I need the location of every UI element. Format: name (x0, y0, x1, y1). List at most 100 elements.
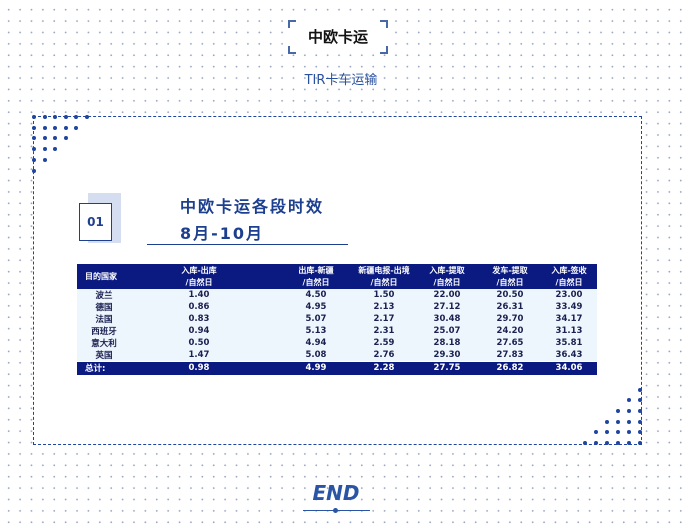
decor-dot (74, 115, 78, 119)
column-header: 发车-提取 (492, 265, 528, 275)
cell-value: 0.94 (188, 326, 210, 336)
column-header: 入库-出库 (181, 265, 217, 275)
column-header: /自然日 (433, 278, 461, 288)
cell-value: 4.95 (305, 302, 327, 312)
cell-value: 27.65 (496, 338, 524, 348)
decor-dot (63, 115, 68, 119)
column-header: /自然日 (555, 278, 583, 288)
column-header: /自然日 (302, 278, 330, 288)
end-label: END (312, 481, 360, 505)
cell-value: 31.13 (555, 326, 583, 336)
cell-value: 24.20 (496, 326, 524, 336)
header-subtitle: TIR卡车运输 (304, 73, 378, 88)
total-value: 2.28 (353, 361, 415, 375)
section-number: 01 (79, 203, 112, 241)
decor-dot (42, 147, 47, 152)
decor-dot (32, 157, 36, 162)
cell-value: 2.31 (373, 326, 395, 336)
decor-dot (63, 125, 68, 130)
total-value: 4.99 (279, 361, 353, 375)
cell-value: 28.18 (433, 338, 461, 348)
cell-value: 5.07 (305, 314, 327, 324)
decor-dot (42, 125, 47, 130)
cell-value: 29.30 (433, 350, 461, 360)
cell-value: 0.50 (188, 338, 210, 348)
total-value: 26.82 (479, 361, 541, 375)
decor-dot (32, 136, 36, 141)
decor-dot (32, 168, 36, 173)
table-row: 英国 1.47 5.08 2.76 29.30 27.83 36.43 (77, 349, 597, 362)
cell-value: 2.13 (373, 302, 395, 312)
decor-dot (627, 430, 631, 435)
cell-value: 22.00 (433, 290, 461, 300)
column-header: /自然日 (185, 278, 213, 288)
decor-dot (32, 147, 36, 152)
cell-country: 意大利 (91, 339, 117, 349)
cell-value: 25.07 (433, 326, 461, 336)
decor-dot (42, 157, 47, 162)
decor-dot (627, 408, 631, 413)
decor-dot (605, 430, 609, 435)
cell-value: 23.00 (555, 290, 583, 300)
cell-country: 波兰 (95, 291, 113, 301)
decor-dot (638, 441, 642, 445)
decor-dot (42, 136, 47, 141)
cell-value: 5.08 (305, 350, 327, 360)
table-row: 西班牙 0.94 5.13 2.31 25.07 24.20 31.13 (77, 325, 597, 337)
decor-dot (616, 430, 620, 435)
table-row: 意大利 0.50 4.94 2.59 28.18 27.65 35.81 (77, 337, 597, 349)
cell-value: 2.76 (373, 350, 395, 360)
column-header: 新疆电报-出境 (358, 265, 410, 275)
column-header: 入库-提取 (429, 265, 465, 275)
decor-dot (616, 408, 620, 413)
decor-dot (616, 419, 620, 424)
section-title: 中欧卡运各段时效 (180, 197, 325, 216)
cell-value: 1.40 (188, 290, 210, 300)
cell-value: 29.70 (496, 314, 524, 324)
cell-value: 2.17 (373, 314, 395, 324)
column-header: 出库-新疆 (298, 265, 334, 275)
title-underline (147, 244, 348, 245)
decor-dot (53, 147, 57, 152)
total-label: 总计: (77, 361, 119, 375)
cell-value: 1.50 (373, 290, 395, 300)
decor-dot (74, 125, 78, 130)
table-header-row: /自然日/自然日/自然日/自然日/自然日/自然日 (77, 276, 597, 289)
header-title: 中欧卡运 (307, 28, 368, 46)
decor-dot (638, 419, 642, 424)
cell-value: 5.13 (305, 326, 327, 336)
decor-dot (32, 125, 36, 130)
decor-dot (583, 441, 587, 445)
decor-dot (605, 419, 609, 424)
decor-dot (53, 136, 57, 141)
column-header: 目的国家 (85, 272, 117, 281)
decor-dot (53, 115, 57, 119)
column-header: 入库-签收 (551, 265, 587, 275)
cell-value: 20.50 (496, 290, 524, 300)
cell-value: 35.81 (555, 338, 583, 348)
cell-value: 1.47 (188, 350, 210, 360)
cell-value: 33.49 (555, 302, 583, 312)
table-total-row: 总计: 0.98 4.99 2.28 27.75 26.82 34.06 (77, 361, 597, 375)
decor-dot (594, 441, 598, 445)
cell-value: 26.31 (496, 302, 524, 312)
total-value: 0.98 (119, 361, 279, 375)
decor-dot (594, 430, 598, 435)
decor-dot (42, 115, 47, 119)
decor-dot (638, 387, 642, 392)
cell-value: 36.43 (555, 350, 583, 360)
decor-dot (627, 441, 631, 445)
decor-dot (627, 398, 631, 403)
decor-dot (53, 125, 57, 130)
header-title-box: 中欧卡运 (288, 20, 388, 54)
cell-value: 27.83 (496, 350, 524, 360)
table-row: 德国 0.86 4.95 2.13 27.12 26.31 33.49 (77, 301, 597, 313)
cell-value: 0.83 (188, 314, 210, 324)
cell-country: 英国 (95, 351, 113, 361)
cell-country: 法国 (95, 315, 113, 325)
decor-dot (605, 441, 609, 445)
cell-country: 德国 (95, 303, 113, 313)
cell-value: 30.48 (433, 314, 461, 324)
section-period: 8月-10月 (180, 224, 265, 243)
decor-dot (32, 115, 36, 119)
